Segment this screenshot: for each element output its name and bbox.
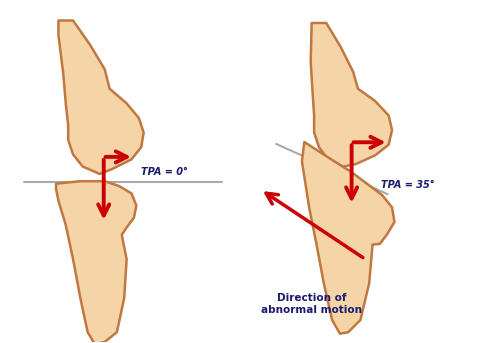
Polygon shape xyxy=(302,142,394,334)
Polygon shape xyxy=(58,21,144,174)
Text: Direction of
abnormal motion: Direction of abnormal motion xyxy=(261,293,362,315)
Text: TPA = 0°: TPA = 0° xyxy=(141,167,188,177)
Text: TPA = 35°: TPA = 35° xyxy=(381,180,434,190)
Polygon shape xyxy=(56,181,136,343)
Polygon shape xyxy=(311,23,392,167)
